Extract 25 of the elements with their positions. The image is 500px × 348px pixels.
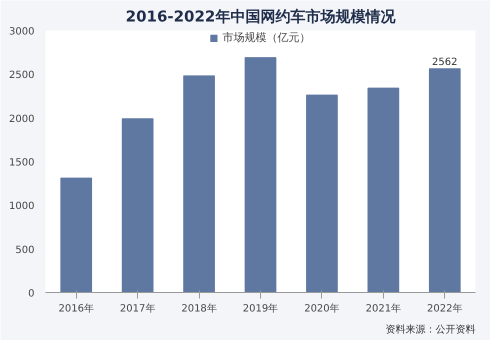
bar xyxy=(244,57,276,292)
y-tick-label: 500 xyxy=(15,244,35,256)
bar xyxy=(183,75,215,292)
data-label: 2562 xyxy=(432,56,458,68)
text: 资料来源：公开资料 xyxy=(386,324,476,336)
y-tick-label: 0 xyxy=(28,288,35,300)
bar xyxy=(368,88,400,292)
x-tick-label: 2022年 xyxy=(427,302,463,314)
x-tick-label: 2018年 xyxy=(181,302,217,314)
bar xyxy=(428,68,461,292)
x-tick-label: 2019年 xyxy=(242,302,278,314)
y-tick-label: 1000 xyxy=(9,201,35,212)
y-tick-label: 3000 xyxy=(9,26,35,38)
chart-title: 2016-2022年中国网约车市场规模情况 xyxy=(126,8,396,26)
legend-label: 市场规模（亿元） xyxy=(222,30,310,45)
x-tick-label: 2016年 xyxy=(58,302,94,314)
bar xyxy=(60,178,92,292)
x-tick-label: 2017年 xyxy=(120,302,156,314)
x-tick-label: 2021年 xyxy=(366,302,402,314)
bar xyxy=(306,94,338,292)
y-tick-label: 1500 xyxy=(9,158,35,168)
y-tick-label: 2000 xyxy=(9,114,35,125)
bar xyxy=(122,118,154,292)
x-tick-label: 2020年 xyxy=(304,302,340,314)
y-tick-label: 2500 xyxy=(9,70,35,82)
